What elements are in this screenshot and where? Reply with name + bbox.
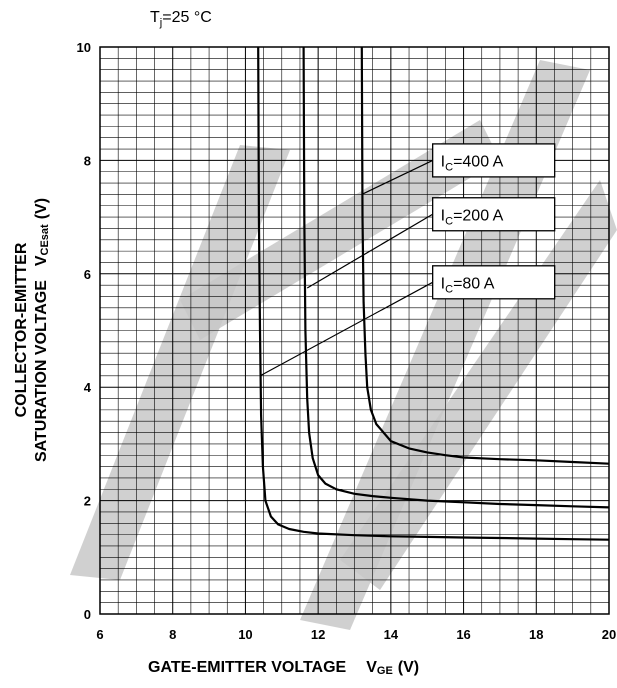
series-label-box: IC=200 A bbox=[432, 197, 556, 232]
series-label-frame bbox=[432, 143, 556, 178]
series-label-box: IC=400 A bbox=[432, 143, 556, 178]
x-tick-labels: 6 8 10 12 14 16 18 20 bbox=[96, 627, 616, 642]
series-line-0 bbox=[360, 46, 610, 465]
x-tick-label: 16 bbox=[456, 627, 470, 642]
series-label-text: IC=400 A bbox=[441, 153, 504, 173]
x-tick-label: 8 bbox=[169, 627, 176, 642]
series-label-suffix: =200 A bbox=[453, 207, 504, 224]
y-tick-label: 0 bbox=[84, 607, 91, 622]
x-tick-label: 18 bbox=[529, 627, 543, 642]
leader-line bbox=[306, 213, 433, 289]
series-label-frame bbox=[432, 197, 556, 232]
series-line-2 bbox=[257, 46, 610, 541]
y-axis-label-line2: SATURATION VOLTAGE VCEsat (V) bbox=[33, 198, 51, 462]
series-label-frame bbox=[432, 265, 556, 300]
series-line-1 bbox=[302, 46, 610, 509]
series-label-sub: C bbox=[445, 215, 453, 227]
leader-line bbox=[259, 281, 433, 377]
y-tick-label: 6 bbox=[84, 267, 91, 282]
y-axis-label-line2-text: SATURATION VOLTAGE bbox=[33, 280, 50, 462]
curves bbox=[257, 46, 610, 541]
leader-lines bbox=[259, 159, 433, 377]
series-label-box: IC=80 A bbox=[432, 265, 556, 300]
y-axis-label: COLLECTOR-EMITTER SATURATION VOLTAGE VCEs… bbox=[13, 198, 51, 462]
series-label-text: IC=200 A bbox=[441, 207, 504, 227]
series-label-suffix: =400 A bbox=[453, 153, 504, 170]
x-tick-label: 12 bbox=[311, 627, 325, 642]
plot-frame bbox=[99, 46, 610, 615]
condition-suffix: =25 °C bbox=[162, 9, 212, 26]
y-axis-label-line1: COLLECTOR-EMITTER bbox=[13, 242, 30, 417]
y-axis-symbol-sub: CEsat bbox=[39, 224, 51, 256]
series-label-prefix: I bbox=[441, 207, 445, 224]
y-tick-label: 2 bbox=[84, 494, 91, 509]
y-axis-unit: (V) bbox=[33, 198, 50, 219]
x-axis-label-text: GATE-EMITTER VOLTAGE bbox=[148, 659, 347, 676]
y-tick-label: 4 bbox=[84, 380, 92, 395]
series-label-prefix: I bbox=[441, 275, 445, 292]
x-tick-label: 14 bbox=[384, 627, 399, 642]
condition-subscript: j bbox=[159, 17, 162, 29]
series-label-sub: C bbox=[445, 161, 453, 173]
series-label-prefix: I bbox=[441, 153, 445, 170]
y-tick-label: 10 bbox=[77, 40, 91, 55]
condition-prefix: T bbox=[150, 9, 160, 26]
series-label-sub: C bbox=[445, 283, 453, 295]
leader-line bbox=[361, 159, 433, 195]
y-axis-symbol: V bbox=[33, 255, 50, 266]
series-label-suffix: =80 A bbox=[453, 275, 495, 292]
y-tick-label: 8 bbox=[84, 153, 91, 168]
series-labels: IC=400 AIC=200 AIC=80 A bbox=[432, 143, 556, 300]
y-tick-labels: 0 2 4 6 8 10 bbox=[77, 40, 92, 622]
x-tick-label: 20 bbox=[602, 627, 616, 642]
series-label-text: IC=80 A bbox=[441, 275, 495, 295]
x-axis-symbol-sub: GE bbox=[377, 665, 393, 677]
x-tick-label: 10 bbox=[238, 627, 252, 642]
x-tick-label: 6 bbox=[96, 627, 103, 642]
x-axis-label: GATE-EMITTER VOLTAGE VGE (V) bbox=[148, 659, 419, 677]
x-axis-symbol: V bbox=[366, 659, 377, 676]
x-axis-unit: (V) bbox=[398, 659, 419, 676]
condition-label: Tj=25 °C bbox=[150, 9, 212, 29]
plot-area: IC=400 AIC=200 AIC=80 A bbox=[99, 46, 610, 615]
